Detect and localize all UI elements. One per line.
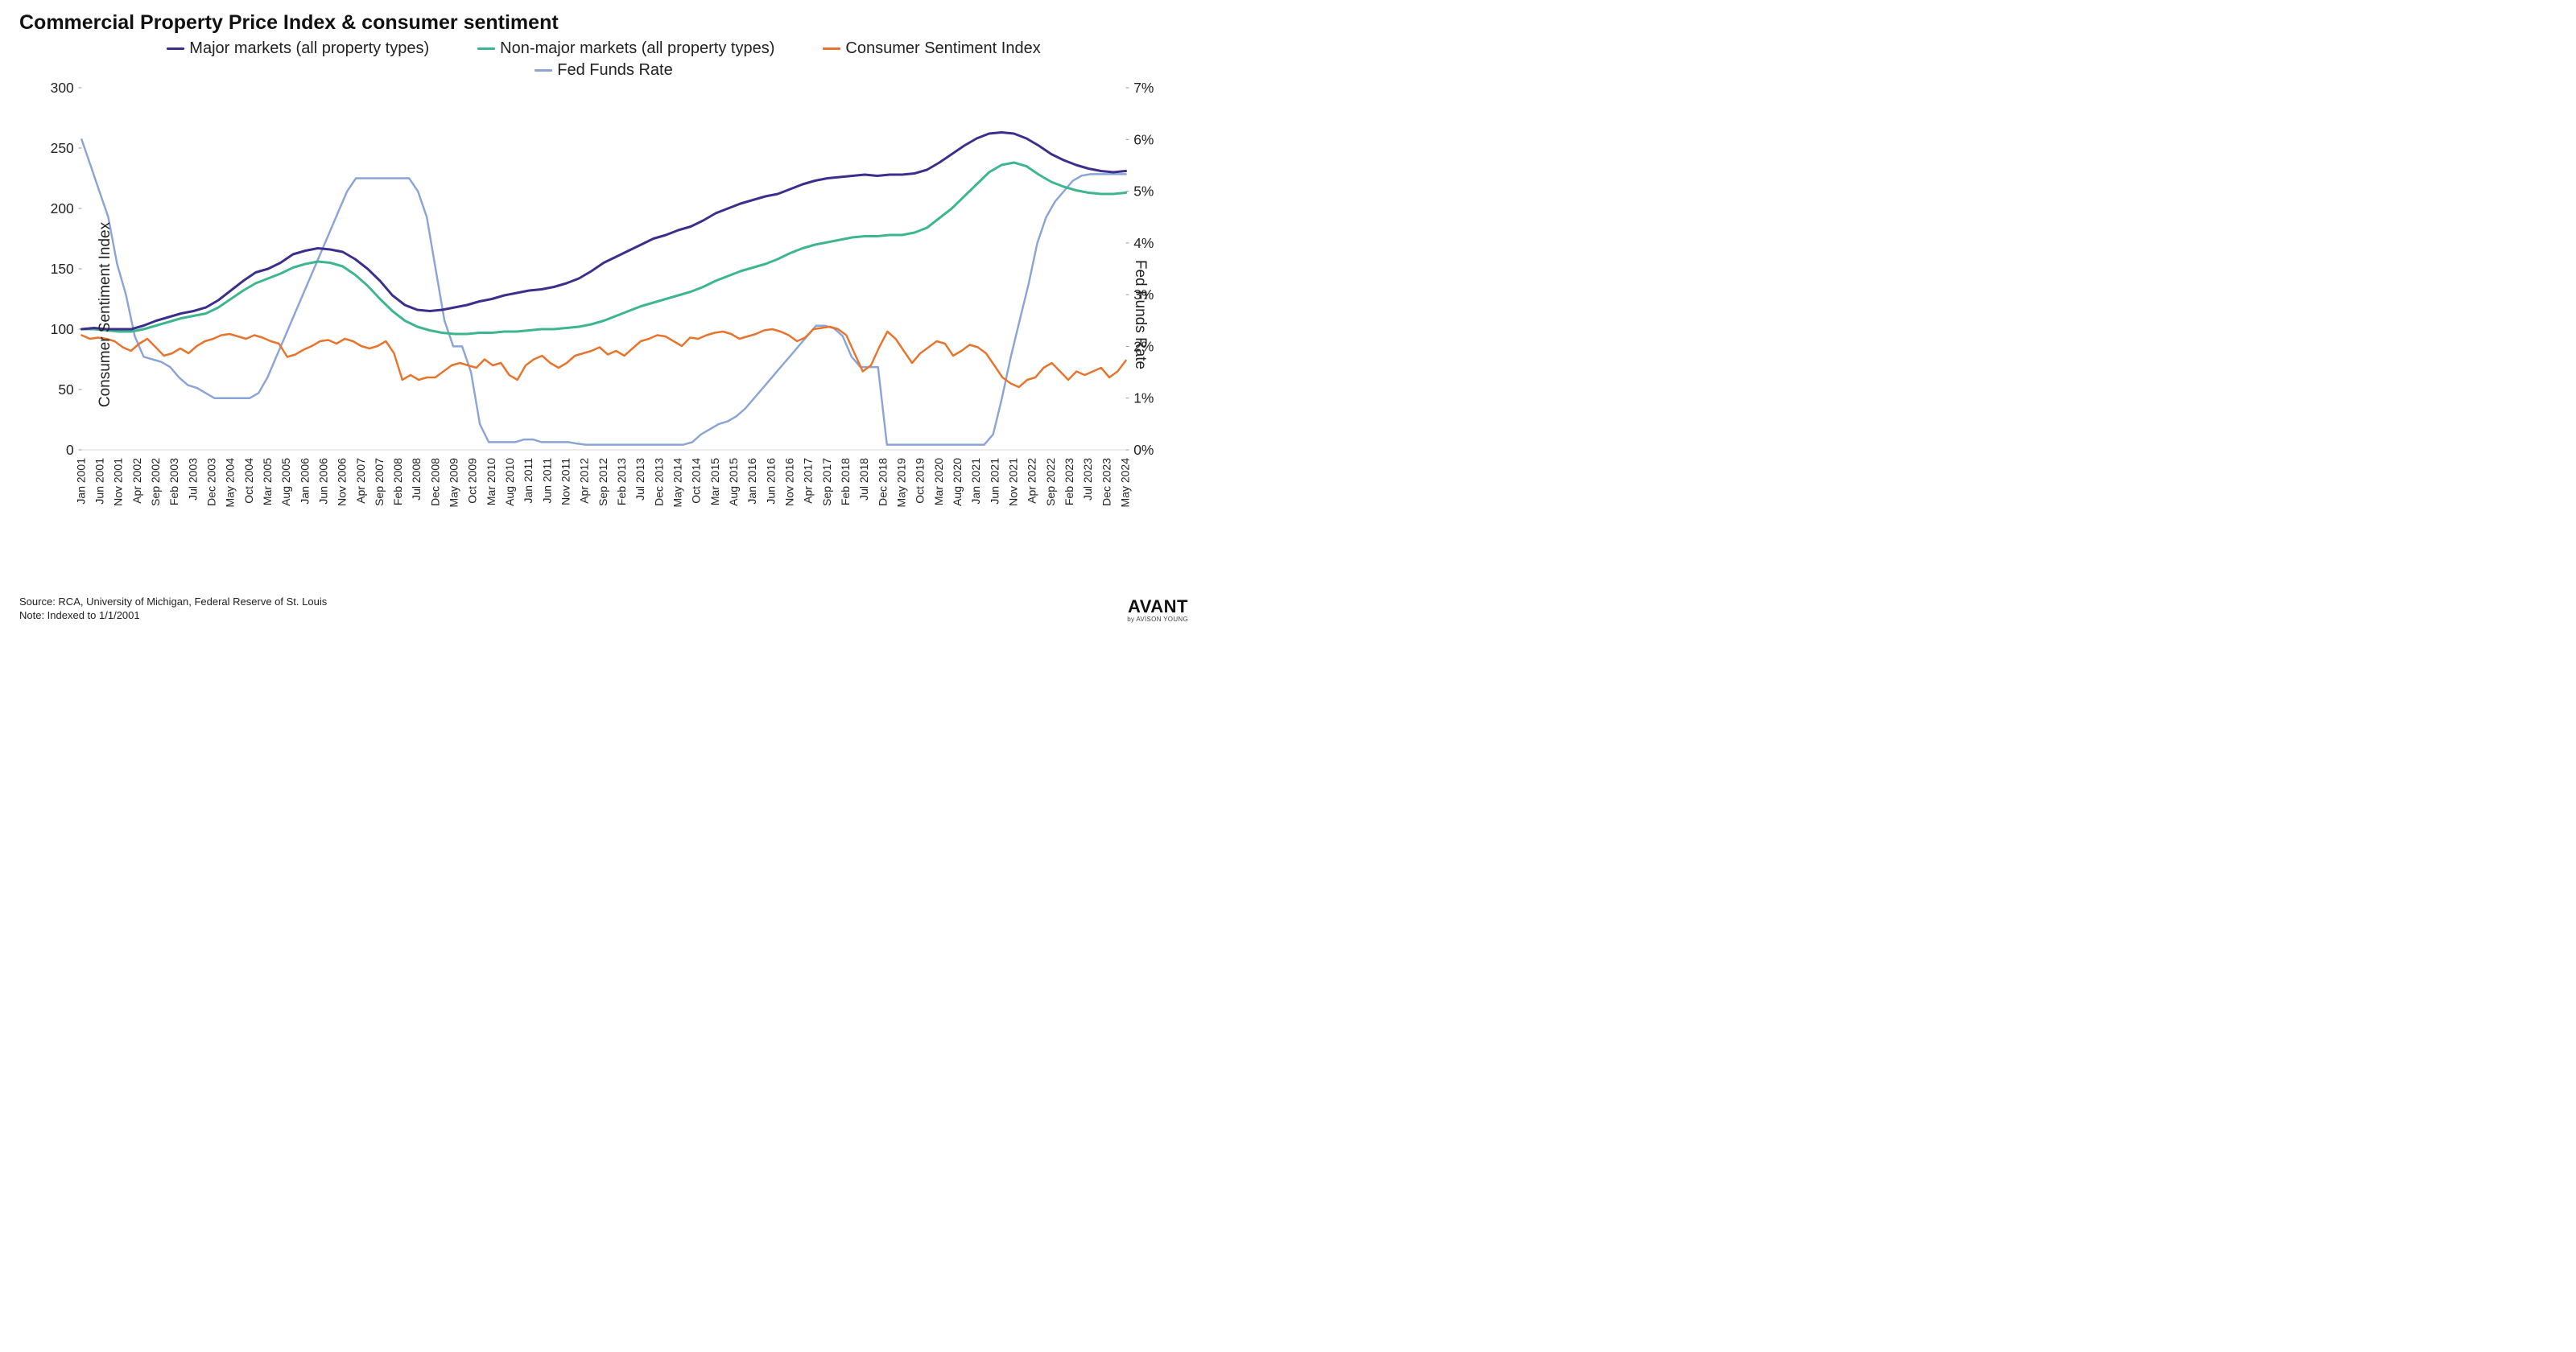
- svg-text:Nov 2011: Nov 2011: [560, 458, 572, 505]
- svg-text:4%: 4%: [1133, 235, 1154, 251]
- svg-text:Apr 2002: Apr 2002: [131, 458, 143, 504]
- svg-text:Jun 2011: Jun 2011: [542, 458, 554, 504]
- chart-svg: 0501001502002503000%1%2%3%4%5%6%7%Jan 20…: [19, 81, 1188, 548]
- svg-text:Jul 2008: Jul 2008: [411, 458, 423, 501]
- svg-text:6%: 6%: [1133, 131, 1154, 147]
- svg-text:Oct 2019: Oct 2019: [914, 458, 927, 504]
- svg-text:Jun 2006: Jun 2006: [318, 458, 330, 505]
- svg-text:100: 100: [51, 321, 74, 337]
- svg-text:Jun 2016: Jun 2016: [766, 458, 778, 505]
- svg-text:Dec 2003: Dec 2003: [206, 458, 218, 506]
- svg-text:Feb 2018: Feb 2018: [840, 458, 852, 505]
- svg-text:Dec 2008: Dec 2008: [430, 458, 442, 506]
- source-line-2: Note: Indexed to 1/1/2001: [19, 609, 327, 623]
- legend-swatch-nonmajor: [477, 47, 495, 50]
- svg-text:Jan 2001: Jan 2001: [76, 458, 88, 505]
- svg-text:50: 50: [58, 381, 74, 398]
- svg-text:Dec 2018: Dec 2018: [877, 458, 890, 506]
- svg-text:Jan 2006: Jan 2006: [299, 458, 311, 505]
- legend-item-sentiment: Consumer Sentiment Index: [823, 39, 1040, 58]
- svg-text:Sep 2012: Sep 2012: [597, 458, 609, 506]
- svg-text:Oct 2014: Oct 2014: [691, 458, 703, 504]
- svg-text:Jul 2018: Jul 2018: [858, 458, 870, 501]
- legend-swatch-fed: [535, 69, 552, 72]
- svg-text:Oct 2009: Oct 2009: [467, 458, 479, 504]
- legend-label: Consumer Sentiment Index: [845, 39, 1040, 58]
- svg-text:Apr 2017: Apr 2017: [803, 458, 815, 504]
- svg-text:Sep 2017: Sep 2017: [821, 458, 833, 506]
- svg-text:Feb 2013: Feb 2013: [616, 458, 628, 505]
- svg-text:Aug 2005: Aug 2005: [280, 458, 292, 506]
- legend-item-nonmajor: Non-major markets (all property types): [477, 39, 774, 58]
- svg-text:Jan 2016: Jan 2016: [746, 458, 758, 505]
- svg-text:May 2014: May 2014: [672, 458, 684, 508]
- svg-text:May 2009: May 2009: [448, 458, 460, 507]
- chart-title: Commercial Property Price Index & consum…: [19, 11, 1188, 35]
- svg-text:250: 250: [51, 140, 74, 156]
- source-note: Source: RCA, University of Michigan, Fed…: [19, 596, 327, 623]
- svg-text:Jul 2023: Jul 2023: [1082, 458, 1094, 501]
- svg-text:Nov 2001: Nov 2001: [113, 458, 125, 506]
- svg-text:Sep 2002: Sep 2002: [150, 458, 162, 506]
- svg-text:Nov 2016: Nov 2016: [784, 458, 796, 506]
- svg-text:Jan 2011: Jan 2011: [522, 458, 535, 504]
- svg-text:Feb 2023: Feb 2023: [1063, 458, 1075, 505]
- svg-text:Jun 2021: Jun 2021: [989, 458, 1001, 505]
- source-line-1: Source: RCA, University of Michigan, Fed…: [19, 596, 327, 609]
- svg-text:0%: 0%: [1133, 442, 1154, 458]
- svg-text:5%: 5%: [1133, 183, 1154, 199]
- svg-text:Feb 2003: Feb 2003: [168, 458, 180, 505]
- svg-text:7%: 7%: [1133, 81, 1154, 96]
- brand-main: AVANT: [1127, 598, 1188, 616]
- svg-text:Dec 2013: Dec 2013: [654, 458, 666, 506]
- svg-text:Jun 2001: Jun 2001: [94, 458, 106, 505]
- svg-text:0: 0: [66, 442, 74, 458]
- svg-text:300: 300: [51, 81, 74, 96]
- svg-text:Oct 2004: Oct 2004: [243, 458, 255, 504]
- legend-label: Non-major markets (all property types): [500, 39, 774, 58]
- brand-sub: by AVISON YOUNG: [1127, 616, 1188, 623]
- svg-text:May 2019: May 2019: [896, 458, 908, 507]
- svg-text:Mar 2005: Mar 2005: [262, 458, 274, 505]
- legend: Major markets (all property types) Non-m…: [19, 39, 1188, 80]
- svg-text:Nov 2006: Nov 2006: [336, 458, 349, 506]
- legend-item-major: Major markets (all property types): [167, 39, 429, 58]
- svg-text:Jan 2021: Jan 2021: [970, 458, 982, 505]
- legend-swatch-major: [167, 47, 184, 50]
- svg-text:150: 150: [51, 261, 74, 277]
- svg-text:1%: 1%: [1133, 390, 1154, 406]
- svg-text:May 2024: May 2024: [1120, 458, 1132, 508]
- svg-text:Apr 2022: Apr 2022: [1026, 458, 1038, 504]
- chart-area: Consumer Sentiment Index Fed Funds Rate …: [19, 81, 1188, 548]
- footer: Source: RCA, University of Michigan, Fed…: [19, 596, 1188, 623]
- y-axis-right-label: Fed Funds Rate: [1131, 260, 1149, 369]
- svg-text:Aug 2020: Aug 2020: [952, 458, 964, 506]
- legend-label: Fed Funds Rate: [557, 61, 672, 80]
- svg-text:Mar 2015: Mar 2015: [709, 458, 721, 505]
- svg-text:Aug 2015: Aug 2015: [728, 458, 740, 506]
- svg-text:Sep 2007: Sep 2007: [374, 458, 386, 506]
- svg-text:Mar 2020: Mar 2020: [933, 458, 945, 505]
- legend-label: Major markets (all property types): [189, 39, 429, 58]
- svg-text:Sep 2022: Sep 2022: [1045, 458, 1057, 506]
- svg-text:Jul 2013: Jul 2013: [634, 458, 646, 501]
- legend-item-fed: Fed Funds Rate: [535, 61, 672, 80]
- svg-text:Mar 2010: Mar 2010: [485, 458, 497, 505]
- y-axis-left-label: Consumer Sentiment Index: [97, 222, 114, 407]
- svg-text:Apr 2012: Apr 2012: [579, 458, 591, 504]
- svg-text:Aug 2010: Aug 2010: [504, 458, 516, 506]
- svg-text:Dec 2023: Dec 2023: [1100, 458, 1113, 506]
- svg-text:Nov 2021: Nov 2021: [1008, 458, 1020, 506]
- legend-swatch-sentiment: [823, 47, 840, 50]
- svg-text:Jul 2003: Jul 2003: [187, 458, 199, 501]
- svg-text:May 2004: May 2004: [225, 458, 237, 508]
- svg-text:Apr 2007: Apr 2007: [355, 458, 367, 504]
- svg-text:200: 200: [51, 200, 74, 216]
- brand-logo: AVANT by AVISON YOUNG: [1127, 598, 1188, 623]
- svg-text:Feb 2008: Feb 2008: [392, 458, 404, 505]
